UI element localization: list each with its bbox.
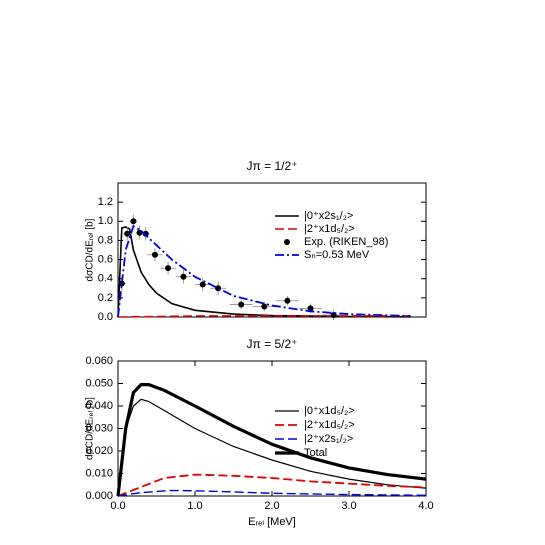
x-tick-label: 0.0 [110, 500, 125, 512]
data-line [116, 383, 427, 497]
data-point [261, 303, 268, 310]
x-axis-label: Eᵣₑₗ [MeV] [248, 516, 296, 528]
data-point [238, 301, 245, 308]
y-tick-label: 0.020 [85, 445, 113, 457]
y-tick-label: 0.030 [85, 422, 113, 434]
y-tick-label: 0.4 [98, 273, 113, 285]
data-point [124, 230, 131, 237]
data-line [117, 473, 427, 497]
y-tick-label: 0.000 [85, 490, 113, 502]
legend-label: |2⁺x1d₅/₂> [304, 419, 355, 431]
data-point [136, 229, 143, 236]
plot-frame [117, 360, 427, 497]
panel-title: Jπ = 1/2⁺ [247, 159, 298, 173]
data-point [151, 251, 158, 258]
data-line [117, 224, 411, 318]
data-point [307, 305, 314, 312]
data-line [117, 315, 411, 318]
data-line [117, 398, 427, 497]
data-point [199, 281, 206, 288]
data-point [215, 285, 222, 292]
data-line [117, 489, 427, 497]
y-axis-label: dσCD/dEᵣₑₗ [b] [85, 218, 96, 281]
legend-label: Total [304, 447, 327, 459]
data-point [142, 230, 149, 237]
legend-label: |0⁺x1d₅/₂> [304, 405, 355, 417]
x-tick-label: 3.0 [341, 500, 356, 512]
plot-frame [117, 182, 427, 318]
y-tick-label: 1.2 [98, 196, 113, 208]
legend-label: |0⁺x2s₁/₂> [304, 210, 353, 222]
x-tick-label: 4.0 [418, 500, 433, 512]
legend-label: |2⁺x2s₁/₂> [304, 433, 353, 445]
x-tick-label: 2.0 [264, 500, 279, 512]
x-tick-label: 1.0 [187, 500, 202, 512]
legend-marker [284, 239, 290, 245]
y-tick-label: 0.8 [98, 234, 113, 246]
y-tick-label: 0.050 [85, 377, 113, 389]
panel-title: Jπ = 5/2⁺ [247, 337, 298, 351]
data-point [180, 273, 187, 280]
y-axis-label: dσCD/dEᵣₑₗ [b] [85, 397, 96, 460]
y-tick-label: 1.0 [98, 215, 113, 227]
y-tick-label: 0.010 [85, 467, 113, 479]
y-tick-label: 0.6 [98, 253, 113, 265]
data-point [130, 218, 137, 225]
legend-label: Sₙ=0.53 MeV [304, 249, 370, 261]
y-tick-label: 0.040 [85, 400, 113, 412]
y-tick-label: 0.2 [98, 292, 113, 304]
legend-label: |2⁺x1d₅/₂> [304, 223, 355, 235]
data-point [165, 265, 172, 272]
data-point [118, 280, 125, 287]
y-tick-label: 0.060 [85, 355, 113, 367]
legend-label: Exp. (RIKEN_98) [304, 236, 388, 248]
data-point [284, 297, 291, 304]
y-tick-label: 0.0 [98, 311, 113, 323]
